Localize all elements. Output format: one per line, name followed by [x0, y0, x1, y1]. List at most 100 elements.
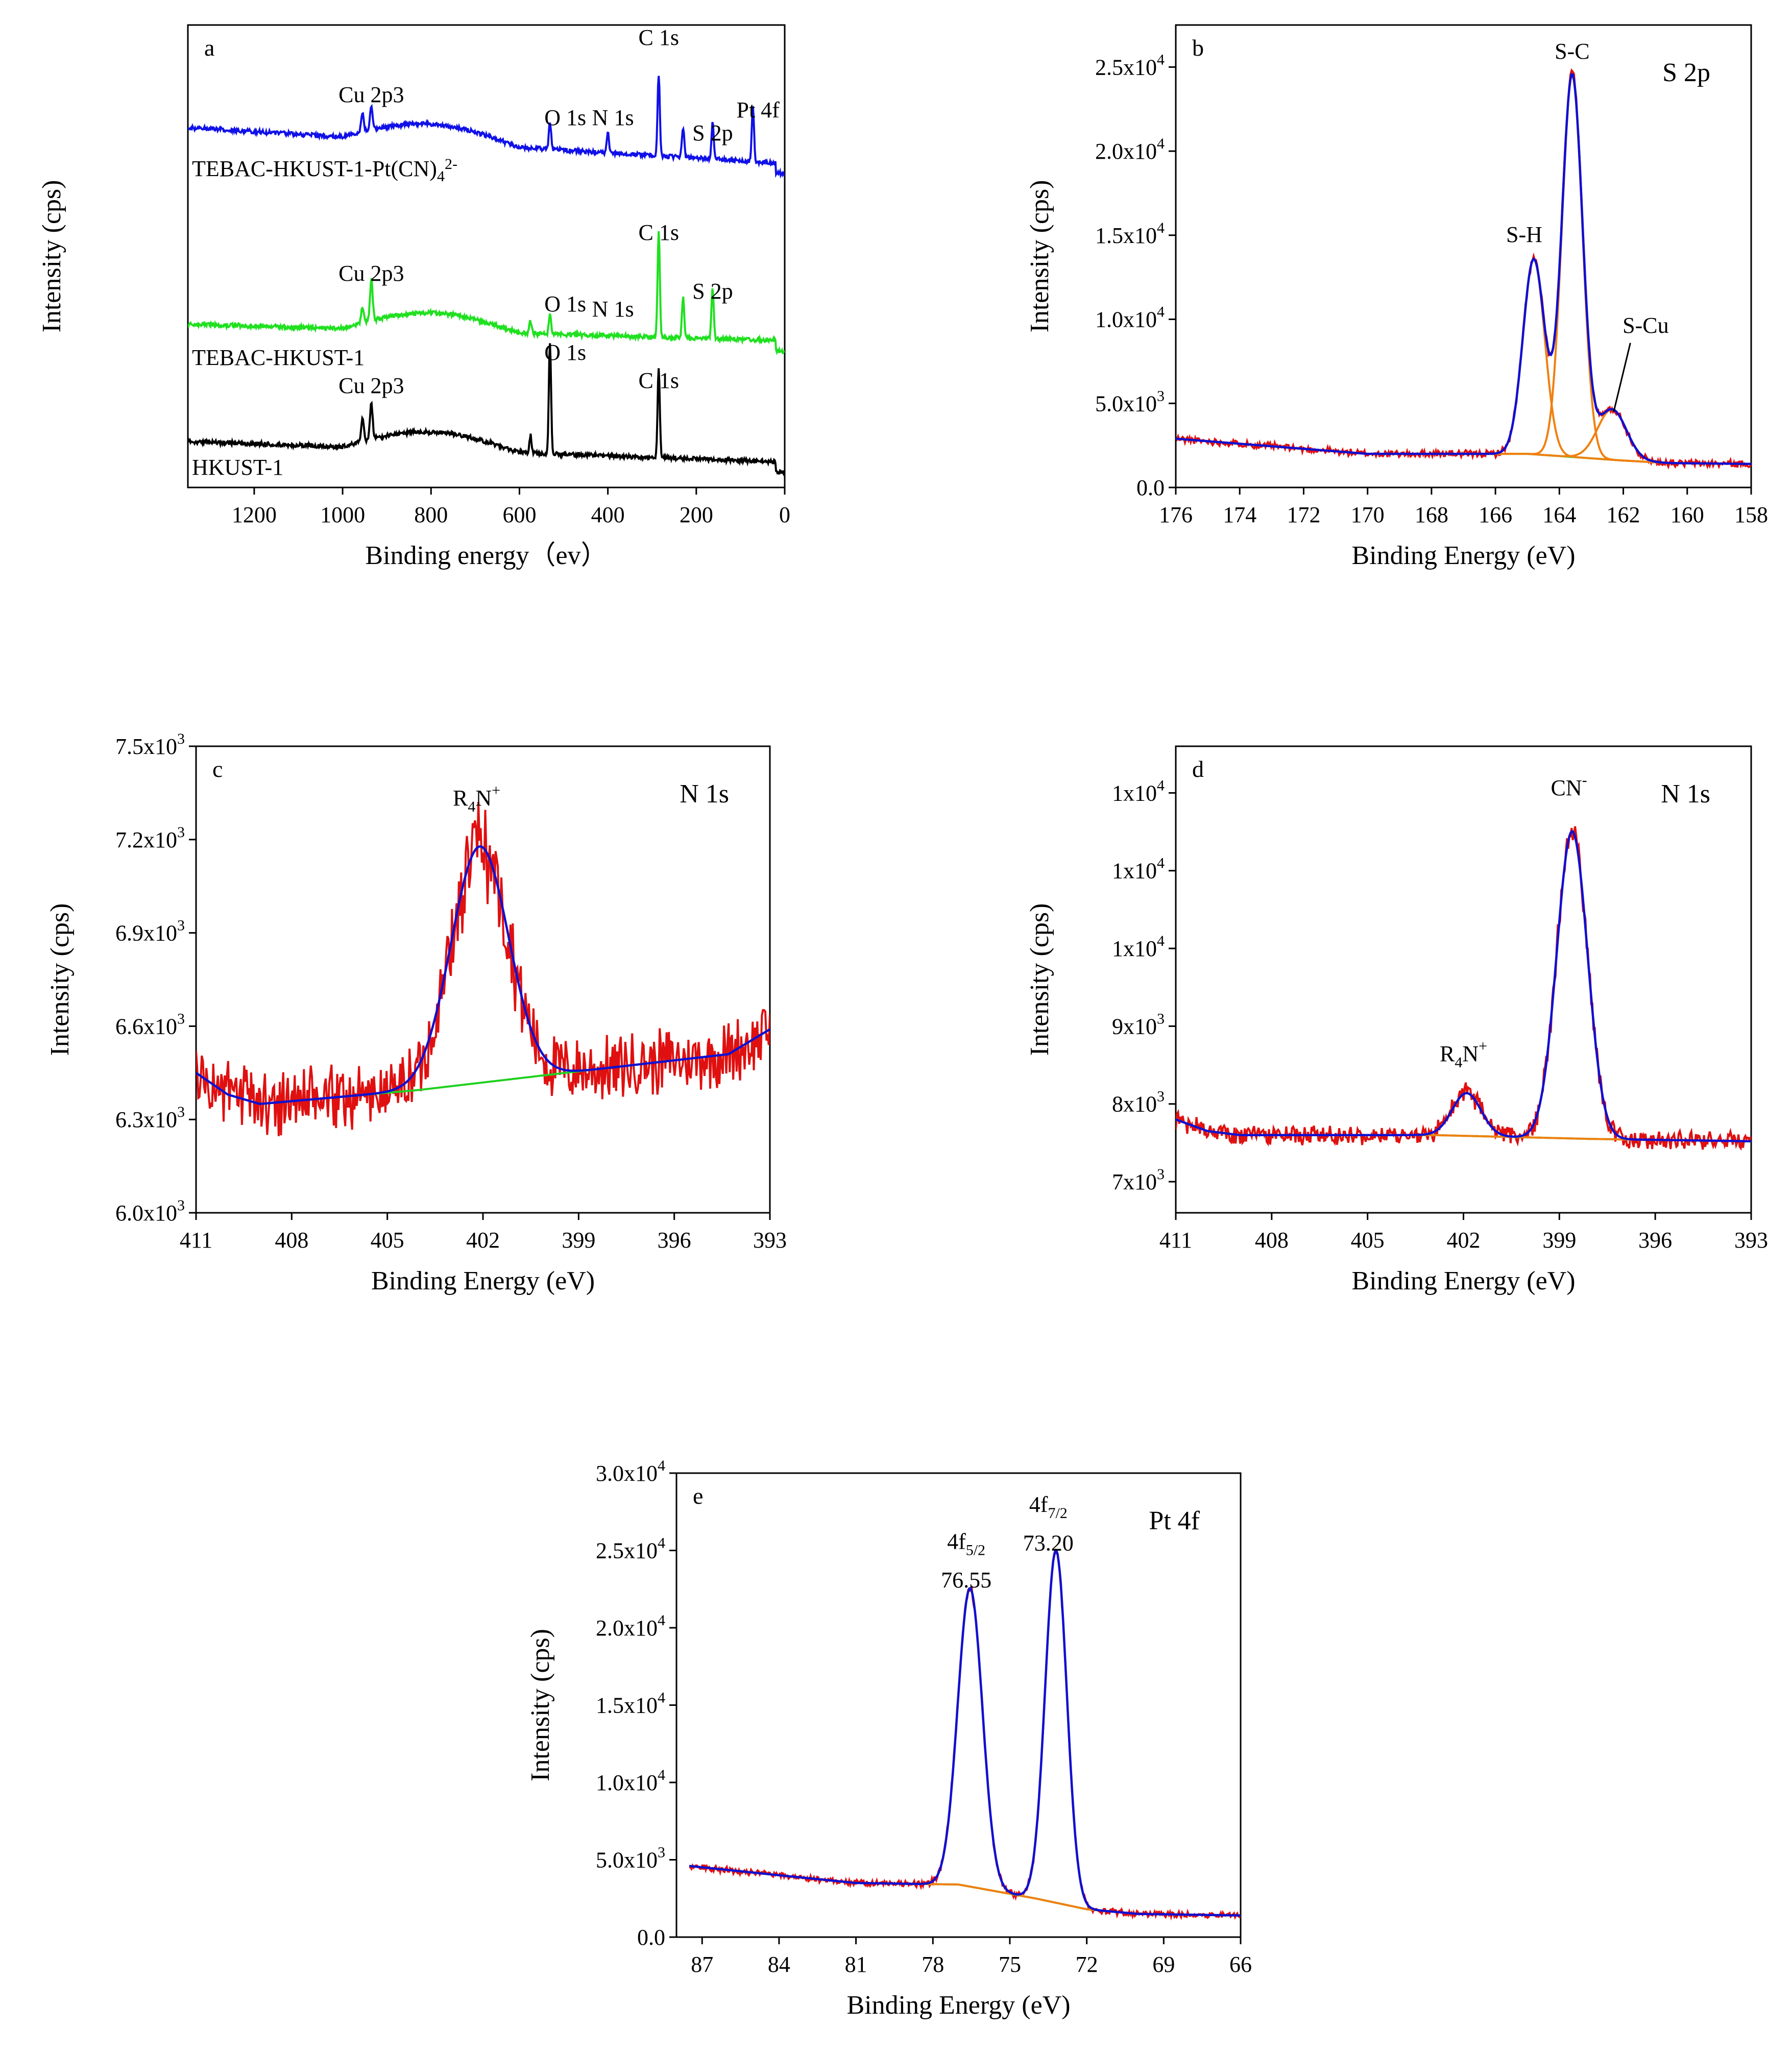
- panel-label: d: [1192, 756, 1204, 782]
- x-tick-label: 411: [180, 1228, 212, 1253]
- x-tick-label: 1200: [232, 502, 277, 527]
- x-tick-label: 66: [1229, 1952, 1252, 1977]
- x-axis-title: Binding Energy (eV): [371, 1266, 595, 1295]
- y-tick-label: 6.6x103: [115, 1010, 185, 1039]
- y-tick-label: 2.5x104: [596, 1535, 665, 1563]
- series-component-S-H: [1176, 258, 1751, 465]
- x-tick-label: 1000: [320, 502, 365, 527]
- series-envelope-fit: [196, 845, 770, 1105]
- y-tick-label: 7.5x103: [115, 730, 185, 759]
- y-tick-label: 3.0x104: [596, 1457, 665, 1486]
- y-tick-label: 8x103: [1112, 1088, 1165, 1117]
- y-tick-label: 0.0: [1136, 475, 1165, 500]
- series-component-S-C: [1176, 74, 1751, 465]
- panel-label: b: [1192, 35, 1204, 61]
- series-TEBAC-HKUST-1: [188, 231, 785, 356]
- series-background: [1176, 437, 1751, 465]
- x-axis-title: Binding Energy (eV): [1351, 541, 1575, 570]
- peak-annotation: Cu 2p3: [338, 261, 404, 286]
- y-tick-label: 1.0x104: [596, 1767, 665, 1795]
- y-tick-label: 7x103: [1112, 1166, 1165, 1194]
- x-tick-label: 162: [1607, 502, 1640, 527]
- x-tick-label: 408: [1255, 1228, 1289, 1253]
- peak-annotation: Pt 4f: [736, 97, 780, 123]
- series-label: HKUST-1: [192, 455, 283, 480]
- peak-annotation: O 1s: [544, 291, 586, 316]
- panel-a: 1200 1000 800 600 400 200 0 Binding energy（ev） I…: [37, 24, 790, 570]
- y-axis-title: Intensity (cps): [1025, 903, 1054, 1056]
- x-tick-label: 408: [275, 1228, 308, 1253]
- series-raw-data: [196, 801, 770, 1136]
- annotation-pointer: [1613, 343, 1631, 412]
- y-tick-label: 1.0x104: [1095, 304, 1165, 332]
- x-tick-label: 69: [1152, 1952, 1175, 1977]
- panel-label: c: [212, 756, 223, 782]
- plot-area: [188, 76, 785, 477]
- x-tick-label: 84: [768, 1952, 790, 1977]
- peak-annotation: N 1s: [592, 297, 634, 322]
- x-tick-label: 399: [562, 1228, 595, 1253]
- x-tick-label: 158: [1734, 502, 1768, 527]
- peak-annotation: O 1s: [544, 340, 586, 365]
- x-tick-label: 405: [371, 1228, 404, 1253]
- y-tick-label: 2.5x104: [1095, 51, 1165, 80]
- peak-annotation: S-Cu: [1623, 313, 1668, 338]
- peak-annotation: C 1s: [638, 25, 679, 50]
- series-label: TEBAC-HKUST-1: [192, 345, 365, 370]
- series-envelope-fit: [689, 1549, 1241, 1917]
- series-envelope-fit: [1176, 830, 1751, 1143]
- y-tick-label: 1x104: [1112, 777, 1165, 805]
- x-tick-label: 174: [1223, 502, 1256, 527]
- x-tick-label: 166: [1479, 502, 1512, 527]
- x-tick-label: 411: [1159, 1228, 1192, 1253]
- peak-annotation: N 1s: [592, 105, 634, 130]
- x-tick-label: 402: [466, 1228, 500, 1253]
- x-tick-label: 87: [691, 1952, 713, 1977]
- peak-annotation: CN-: [1551, 772, 1587, 800]
- y-tick-label: 1.5x104: [1095, 219, 1165, 248]
- x-tick-label: 176: [1159, 502, 1193, 527]
- panel-c: 411 408 405 402 399 396 393 6.0x103 6.3x103 6.6x1…: [45, 730, 787, 1295]
- panel-title: N 1s: [680, 779, 729, 809]
- series-component-4f5/2: [689, 1587, 1241, 1917]
- y-tick-label: 9x103: [1112, 1010, 1165, 1039]
- x-tick-label: 72: [1076, 1952, 1098, 1977]
- x-tick-label: 400: [591, 502, 625, 527]
- x-tick-label: 396: [1638, 1228, 1672, 1253]
- y-tick-label: 1x104: [1112, 855, 1165, 884]
- peak-annotation: 4f7/2: [1029, 1492, 1068, 1522]
- panel-d: 411 408 405 402 399 396 393 7x103 8x103 9x103 1x10…: [1025, 745, 1768, 1295]
- peak-annotation: S 2p: [692, 120, 733, 145]
- panel-e: 87 84 81 78 75 72 69 66 0.0 5.0x103 1.0x104 1.5x104…: [526, 1457, 1252, 2020]
- x-tick-label: 402: [1447, 1228, 1481, 1253]
- plot-frame-b: [1175, 24, 1752, 488]
- y-tick-label: 7.2x103: [115, 824, 185, 852]
- x-tick-label: 78: [922, 1952, 944, 1977]
- plot-frame-c: [195, 745, 771, 1214]
- x-tick-label: 160: [1670, 502, 1704, 527]
- y-tick-label: 1x104: [1112, 933, 1165, 961]
- x-tick-label: 399: [1542, 1228, 1576, 1253]
- y-axis-title: Intensity (cps): [1025, 180, 1054, 333]
- peak-annotation: C 1s: [638, 220, 679, 245]
- peak-annotation: S-C: [1555, 39, 1589, 64]
- panel-title: Pt 4f: [1149, 1506, 1200, 1535]
- panel-b: 176 174 172 170 168 166 164 162 160 158 0.0 5.0x103…: [1025, 24, 1768, 570]
- panel-label: a: [204, 35, 214, 61]
- peak-annotation: C 1s: [638, 368, 679, 393]
- x-axis-title: Binding Energy (eV): [846, 1991, 1070, 2020]
- y-tick-label: 2.0x104: [1095, 135, 1165, 164]
- panel-title: S 2p: [1662, 58, 1710, 87]
- x-tick-label: 600: [502, 502, 536, 527]
- peak-annotation: O 1s: [544, 105, 586, 130]
- panel-label: e: [693, 1483, 703, 1509]
- y-tick-label: 6.0x103: [115, 1197, 185, 1226]
- x-axis-title: Binding Energy (eV): [1351, 1266, 1575, 1295]
- peak-annotation: Cu 2p3: [338, 373, 404, 398]
- plot-area: [196, 801, 770, 1136]
- peak-annotation: 73.20: [1023, 1531, 1074, 1556]
- y-tick-label: 0.0: [637, 1925, 665, 1950]
- y-tick-label: 6.9x103: [115, 917, 185, 946]
- y-axis-title: Intensity (cps): [45, 903, 75, 1056]
